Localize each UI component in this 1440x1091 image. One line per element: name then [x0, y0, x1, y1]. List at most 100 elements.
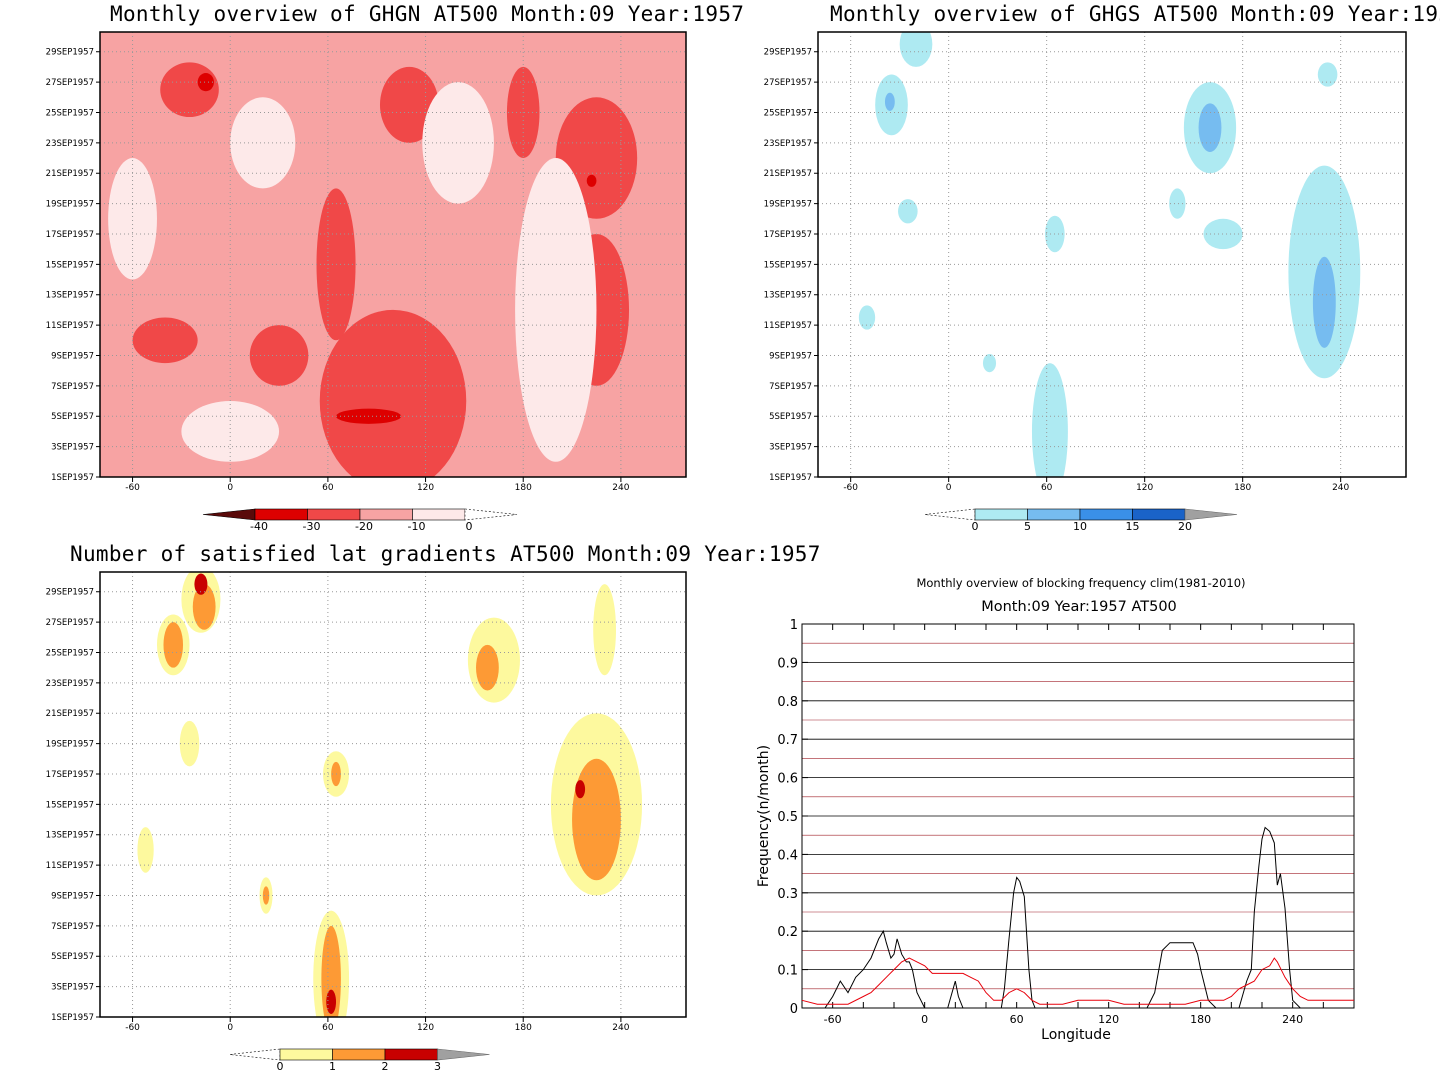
- contour-region: [572, 758, 621, 881]
- contour-region: [1031, 363, 1068, 477]
- contour-region: [249, 325, 309, 386]
- y-tick-label: 23SEP1957: [46, 679, 94, 689]
- y-tick-label: 9SEP1957: [769, 351, 812, 361]
- contour-region: [586, 174, 597, 187]
- y-tick-label: 19SEP1957: [764, 200, 812, 210]
- colorbar-label: -40: [250, 520, 268, 533]
- x-tick-label: 60: [1010, 1013, 1024, 1026]
- heatmap-panel: [96, 31, 687, 521]
- plot-frame: [99, 31, 687, 478]
- contour-region: [1169, 188, 1186, 219]
- y-tick-label: 27SEP1957: [764, 78, 812, 88]
- y-tick-label: 7SEP1957: [769, 382, 812, 392]
- y-tick-label: 17SEP1957: [46, 230, 94, 240]
- colorbar-label: 0: [277, 1060, 284, 1073]
- y-tick-label: 21SEP1957: [46, 709, 94, 719]
- colorbar-swatch: [384, 1048, 438, 1061]
- y-tick-label: 29SEP1957: [764, 48, 812, 58]
- contour-region: [230, 97, 296, 189]
- y-tick-label: 1: [790, 618, 798, 633]
- contour-region: [858, 305, 876, 330]
- x-tick-label: 0: [946, 483, 952, 493]
- x-tick-label: 120: [417, 483, 434, 493]
- x-tick-label: -60: [824, 1013, 842, 1026]
- colorbar-label: 20: [1178, 520, 1192, 533]
- y-tick-label: 13SEP1957: [46, 831, 94, 841]
- y-tick-label: 0.7: [777, 733, 798, 748]
- y-tick-label: 15SEP1957: [764, 260, 812, 270]
- series-line-red: [801, 957, 1354, 1005]
- y-tick-label: 1SEP1957: [51, 473, 94, 483]
- y-axis-label: Frequency(n/month): [756, 745, 772, 887]
- y-tick-label: 0.6: [777, 772, 798, 787]
- y-tick-label: 15SEP1957: [46, 260, 94, 270]
- y-tick-label: 25SEP1957: [46, 108, 94, 118]
- colorbar-label: 2: [382, 1060, 389, 1073]
- x-tick-label: 0: [227, 483, 233, 493]
- y-tick-label: 1SEP1957: [51, 1013, 94, 1023]
- colorbar-label: -10: [408, 520, 426, 533]
- colorbar-extend: [924, 508, 976, 521]
- colorbar-label: 1: [329, 1060, 336, 1073]
- y-tick-label: 23SEP1957: [46, 139, 94, 149]
- colorbar-label: -20: [355, 520, 373, 533]
- y-tick-label: 5SEP1957: [51, 412, 94, 422]
- contour-region: [192, 584, 216, 630]
- colorbar-label: 0: [972, 520, 979, 533]
- y-tick-label: 11SEP1957: [764, 321, 812, 331]
- colorbar-swatch: [332, 1048, 386, 1061]
- y-tick-label: 15SEP1957: [46, 800, 94, 810]
- contour-region: [982, 353, 997, 373]
- colorbar-label: 10: [1073, 520, 1087, 533]
- colorbar-swatch: [254, 508, 308, 521]
- y-tick-label: 0.2: [777, 925, 798, 940]
- x-tick-label: 180: [515, 1023, 532, 1033]
- y-tick-label: 29SEP1957: [46, 48, 94, 58]
- y-tick-label: 7SEP1957: [51, 382, 94, 392]
- x-tick-label: 240: [612, 483, 629, 493]
- y-tick-label: 27SEP1957: [46, 78, 94, 88]
- colorbar-swatch: [1079, 508, 1133, 521]
- x-tick-label: -60: [125, 1023, 140, 1033]
- contour-region: [179, 720, 200, 767]
- y-tick-label: 13SEP1957: [46, 291, 94, 301]
- y-tick-label: 27SEP1957: [46, 618, 94, 628]
- y-tick-label: 29SEP1957: [46, 588, 94, 598]
- x-tick-label: 120: [1136, 483, 1153, 493]
- heatmap-panel: [814, 31, 1407, 521]
- heatmap-panel: [96, 571, 687, 1061]
- contour-region: [422, 82, 494, 204]
- y-tick-label: 17SEP1957: [764, 230, 812, 240]
- y-tick-label: 21SEP1957: [764, 169, 812, 179]
- y-tick-label: 19SEP1957: [46, 200, 94, 210]
- y-tick-label: 0.5: [777, 810, 798, 825]
- contour-region: [884, 92, 895, 111]
- contour-region: [593, 584, 617, 676]
- contour-region: [898, 199, 918, 224]
- y-tick-label: 3SEP1957: [51, 443, 94, 453]
- colorbar-label: 3: [434, 1060, 441, 1073]
- contour-region: [197, 73, 214, 92]
- x-tick-label: 180: [515, 483, 532, 493]
- colorbar-swatch: [1132, 508, 1186, 521]
- colorbar-label: 15: [1126, 520, 1140, 533]
- colorbar-label: 5: [1024, 520, 1031, 533]
- contour-region: [262, 886, 270, 905]
- line-chart-panel: Monthly overview of blocking frequency c…: [756, 576, 1355, 1043]
- colorbar-swatch: [412, 508, 466, 521]
- colorbar-swatch: [359, 508, 413, 521]
- x-tick-label: 0: [227, 1023, 233, 1033]
- colorbar-label: -30: [303, 520, 321, 533]
- x-tick-label: 240: [1332, 483, 1349, 493]
- colorbar-extend: [437, 1048, 490, 1061]
- y-tick-label: 0: [790, 1002, 798, 1017]
- y-tick-label: 3SEP1957: [769, 443, 812, 453]
- chart-title-ghgn: Monthly overview of GHGN AT500 Month:09 …: [110, 2, 745, 26]
- contour-region: [575, 780, 586, 799]
- contour-region: [476, 644, 499, 691]
- y-tick-label: 0.1: [777, 964, 798, 979]
- x-tick-label: 120: [417, 1023, 434, 1033]
- chart-subtitle-blocking: Month:09 Year:1957 AT500: [981, 599, 1177, 615]
- x-tick-label: 120: [1098, 1013, 1119, 1026]
